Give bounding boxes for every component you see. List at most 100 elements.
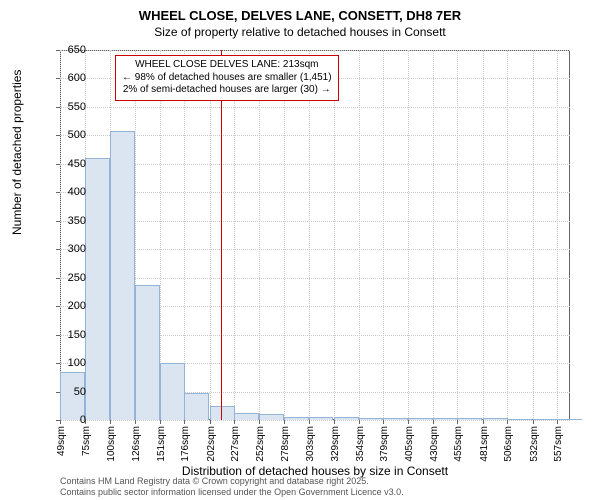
histogram-bar bbox=[457, 418, 482, 420]
y-tick-label: 250 bbox=[68, 272, 86, 284]
annotation-line: WHEEL CLOSE DELVES LANE: 213sqm bbox=[122, 59, 332, 72]
y-tick-label: 100 bbox=[68, 357, 86, 369]
gridline-horizontal bbox=[60, 249, 570, 250]
x-tick-mark bbox=[533, 420, 534, 424]
gridline-vertical bbox=[334, 50, 335, 420]
attribution-text: Contains HM Land Registry data © Crown c… bbox=[60, 476, 404, 498]
x-tick-mark bbox=[507, 420, 508, 424]
histogram-bar bbox=[135, 285, 160, 420]
gridline-horizontal bbox=[60, 50, 570, 51]
y-tick-label: 400 bbox=[68, 186, 86, 198]
histogram-bar bbox=[234, 413, 259, 420]
x-tick-mark bbox=[433, 420, 434, 424]
x-tick-label: 405sqm bbox=[404, 426, 415, 462]
x-tick-label: 455sqm bbox=[453, 426, 464, 462]
histogram-bar bbox=[334, 417, 359, 420]
attribution-line1: Contains HM Land Registry data © Crown c… bbox=[60, 476, 404, 487]
gridline-horizontal bbox=[60, 164, 570, 165]
x-tick-mark bbox=[383, 420, 384, 424]
gridline-vertical bbox=[457, 50, 458, 420]
x-tick-mark bbox=[557, 420, 558, 424]
x-tick-mark bbox=[334, 420, 335, 424]
gridline-vertical bbox=[284, 50, 285, 420]
chart-subtitle: Size of property relative to detached ho… bbox=[0, 25, 600, 41]
gridline-vertical bbox=[408, 50, 409, 420]
histogram-bar bbox=[210, 406, 235, 420]
histogram-bar bbox=[85, 158, 110, 420]
x-tick-label: 126sqm bbox=[131, 426, 142, 462]
x-tick-label: 49sqm bbox=[56, 426, 67, 456]
y-tick-label: 50 bbox=[74, 386, 86, 398]
gridline-vertical bbox=[557, 50, 558, 420]
x-tick-label: 329sqm bbox=[330, 426, 341, 462]
histogram-bar bbox=[284, 417, 309, 420]
x-tick-label: 227sqm bbox=[230, 426, 241, 462]
x-tick-mark bbox=[359, 420, 360, 424]
gridline-horizontal bbox=[60, 221, 570, 222]
histogram-bar bbox=[483, 418, 508, 420]
plot-area: WHEEL CLOSE DELVES LANE: 213sqm← 98% of … bbox=[60, 50, 570, 420]
gridline-horizontal bbox=[60, 107, 570, 108]
y-tick-label: 650 bbox=[68, 44, 86, 56]
x-tick-mark bbox=[259, 420, 260, 424]
x-tick-mark bbox=[309, 420, 310, 424]
gridline-vertical bbox=[259, 50, 260, 420]
x-tick-mark bbox=[408, 420, 409, 424]
gridline-vertical bbox=[483, 50, 484, 420]
x-tick-label: 176sqm bbox=[180, 426, 191, 462]
histogram-bar bbox=[383, 418, 408, 420]
histogram-bar bbox=[408, 418, 433, 420]
reference-line bbox=[221, 50, 222, 420]
x-tick-mark bbox=[135, 420, 136, 424]
y-tick-label: 150 bbox=[68, 329, 86, 341]
x-tick-label: 151sqm bbox=[156, 426, 167, 462]
gridline-vertical bbox=[507, 50, 508, 420]
gridline-vertical bbox=[234, 50, 235, 420]
x-tick-label: 506sqm bbox=[503, 426, 514, 462]
annotation-line: ← 98% of detached houses are smaller (1,… bbox=[122, 72, 332, 85]
histogram-bar bbox=[359, 418, 384, 420]
x-tick-label: 100sqm bbox=[106, 426, 117, 462]
gridline-vertical bbox=[309, 50, 310, 420]
y-tick-label: 350 bbox=[68, 215, 86, 227]
histogram-bar bbox=[433, 418, 458, 420]
x-tick-label: 278sqm bbox=[280, 426, 291, 462]
x-tick-label: 303sqm bbox=[305, 426, 316, 462]
gridline-vertical bbox=[60, 50, 61, 420]
gridline-vertical bbox=[383, 50, 384, 420]
x-tick-mark bbox=[284, 420, 285, 424]
chart-title: WHEEL CLOSE, DELVES LANE, CONSETT, DH8 7… bbox=[0, 0, 600, 25]
y-tick-label: 200 bbox=[68, 300, 86, 312]
histogram-bar bbox=[309, 417, 334, 420]
x-tick-label: 430sqm bbox=[429, 426, 440, 462]
x-tick-mark bbox=[234, 420, 235, 424]
histogram-bar bbox=[507, 419, 532, 420]
histogram-bar bbox=[160, 363, 185, 420]
y-tick-label: 600 bbox=[68, 72, 86, 84]
x-tick-mark bbox=[110, 420, 111, 424]
gridline-vertical bbox=[533, 50, 534, 420]
chart-container: WHEEL CLOSE, DELVES LANE, CONSETT, DH8 7… bbox=[0, 0, 600, 500]
y-tick-label: 550 bbox=[68, 101, 86, 113]
gridline-vertical bbox=[359, 50, 360, 420]
x-tick-label: 252sqm bbox=[255, 426, 266, 462]
x-tick-label: 557sqm bbox=[553, 426, 564, 462]
histogram-bar bbox=[184, 393, 209, 420]
x-tick-label: 481sqm bbox=[479, 426, 490, 462]
attribution-line2: Contains public sector information licen… bbox=[60, 487, 404, 498]
x-tick-mark bbox=[184, 420, 185, 424]
x-tick-mark bbox=[160, 420, 161, 424]
x-tick-mark bbox=[210, 420, 211, 424]
y-tick-label: 300 bbox=[68, 243, 86, 255]
gridline-horizontal bbox=[60, 278, 570, 279]
gridline-vertical bbox=[433, 50, 434, 420]
y-tick-label: 0 bbox=[80, 414, 86, 426]
x-tick-label: 75sqm bbox=[81, 426, 92, 456]
x-tick-label: 532sqm bbox=[529, 426, 540, 462]
x-tick-label: 354sqm bbox=[355, 426, 366, 462]
histogram-bar bbox=[110, 131, 135, 420]
gridline-horizontal bbox=[60, 420, 570, 421]
histogram-bar bbox=[533, 419, 558, 420]
y-axis-label: Number of detached properties bbox=[10, 70, 24, 235]
gridline-horizontal bbox=[60, 135, 570, 136]
